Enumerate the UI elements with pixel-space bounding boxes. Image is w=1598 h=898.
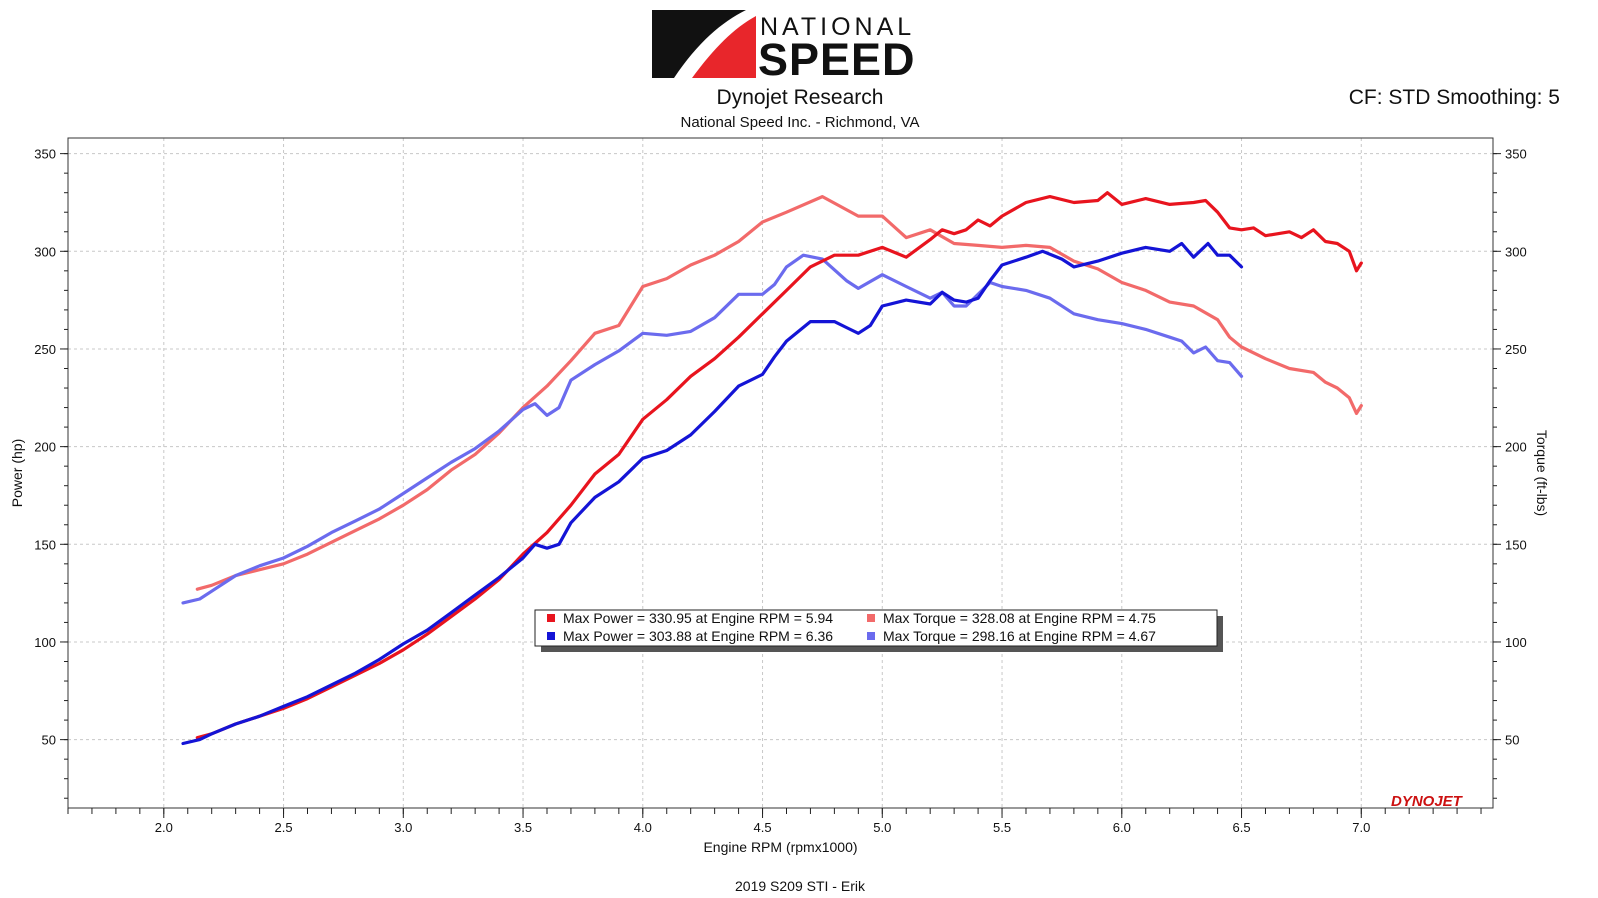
y-left-tick-label: 150 <box>34 537 56 552</box>
run-name: 2019 S209 STI - Erik <box>735 878 865 894</box>
legend-swatch <box>547 614 555 622</box>
series-line-torque-4 <box>181 253 1244 605</box>
x-tick-label: 6.0 <box>1113 820 1131 835</box>
series-line-power-1 <box>195 191 1363 740</box>
legend-entry: Max Power = 303.88 at Engine RPM = 6.36 <box>563 628 833 644</box>
y-right-tick-label: 250 <box>1505 342 1527 357</box>
y-axis-left-label: Power (hp) <box>9 439 25 507</box>
y-left-tick-label: 50 <box>42 733 56 748</box>
dynojet-mark: DYNOJET <box>1391 793 1464 810</box>
plot-frame <box>67 137 1494 809</box>
y-right-tick-label: 350 <box>1505 147 1527 162</box>
series-line-torque-2 <box>195 195 1363 591</box>
x-tick-label: 4.0 <box>634 820 652 835</box>
grid-lines <box>68 138 1493 808</box>
x-tick-label: 2.5 <box>275 820 293 835</box>
y-left-tick-label: 350 <box>34 147 56 162</box>
y-left-tick-label: 200 <box>34 440 56 455</box>
x-tick-label: 3.5 <box>514 820 532 835</box>
legend: Max Power = 330.95 at Engine RPM = 5.94 M… <box>534 609 1223 652</box>
x-tick-label: 6.5 <box>1232 820 1250 835</box>
x-tick-label: 5.0 <box>873 820 891 835</box>
logo-swoosh <box>652 10 746 78</box>
y-right-tick-label: 100 <box>1505 635 1527 650</box>
logo-top-text: NATIONAL <box>760 13 915 41</box>
y-left-tick-label: 250 <box>34 342 56 357</box>
y-left-tick-label: 100 <box>34 635 56 650</box>
legend-entry: Max Power = 330.95 at Engine RPM = 5.94 <box>563 610 833 626</box>
x-tick-label: 7.0 <box>1352 820 1370 835</box>
legend-swatch <box>867 614 875 622</box>
logo-bottom-text: SPEED <box>758 34 916 80</box>
national-speed-logo: NATIONAL SPEED <box>652 10 916 80</box>
series-lines <box>181 191 1363 746</box>
chart-title: Dynojet Research <box>716 86 884 109</box>
y-axis-right-label: Torque (ft-lbs) <box>1534 430 1550 516</box>
x-tick-label: 2.0 <box>155 820 173 835</box>
chart-subtitle: National Speed Inc. - Richmond, VA <box>680 114 920 131</box>
y-right-tick-label: 200 <box>1505 440 1527 455</box>
y-left-tick-label: 300 <box>34 244 56 259</box>
y-right-tick-label: 300 <box>1505 244 1527 259</box>
legend-swatch <box>867 632 875 640</box>
legend-entry: Max Torque = 298.16 at Engine RPM = 4.67 <box>883 628 1156 644</box>
logo-red-shape <box>692 16 756 78</box>
x-tick-label: 3.0 <box>394 820 412 835</box>
y-right-tick-label: 150 <box>1505 537 1527 552</box>
x-axis-label: Engine RPM (rpmx1000) <box>703 839 857 855</box>
axes: 2.0 2.5 3.0 3.5 4.0 4.5 5.0 5.5 6.0 6.5 7.0 50 50 100… <box>34 147 1526 835</box>
correction-settings: CF: STD Smoothing: 5 <box>1348 86 1560 109</box>
legend-swatch <box>547 632 555 640</box>
x-tick-label: 5.5 <box>993 820 1011 835</box>
series-line-power-3 <box>181 241 1244 746</box>
y-right-tick-label: 50 <box>1505 733 1519 748</box>
x-tick-label: 4.5 <box>753 820 771 835</box>
legend-box <box>534 609 1218 647</box>
legend-entry: Max Torque = 328.08 at Engine RPM = 4.75 <box>883 610 1156 626</box>
